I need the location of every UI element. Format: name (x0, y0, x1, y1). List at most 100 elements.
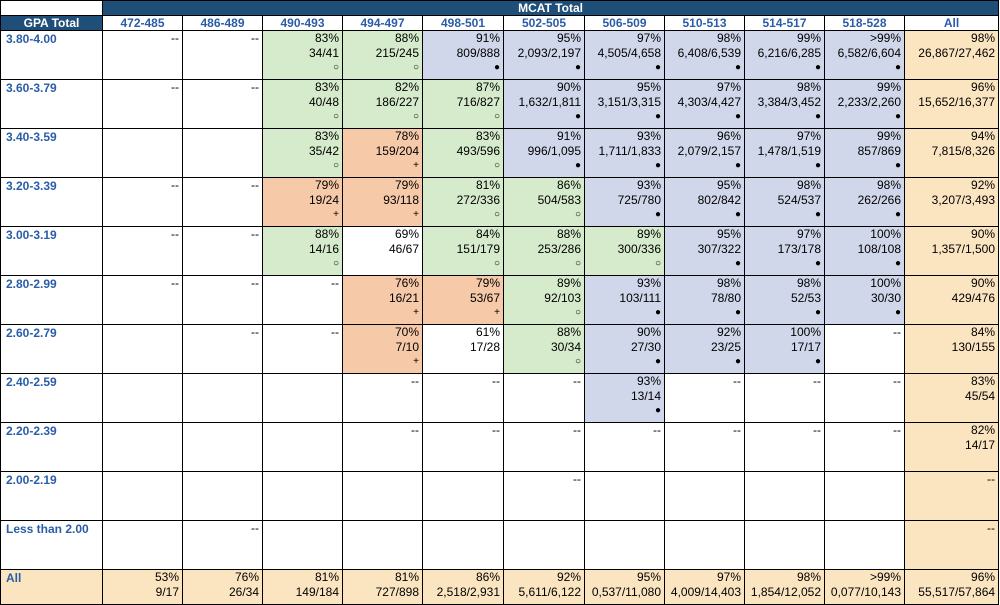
cell-percent: 96% (971, 80, 996, 95)
table-cell: -- (744, 373, 825, 423)
table-cell: -- (262, 324, 343, 374)
table-cell: 83% 45/54 (903, 373, 1000, 423)
circle-marker-icon: ○ (493, 111, 500, 122)
dot-marker-icon: ● (654, 405, 661, 416)
cell-percent: -- (893, 423, 901, 438)
cell-count: 30/34 (550, 340, 581, 354)
table-cell: -- (422, 422, 504, 472)
table-cell: 96% 2,079/2,157 ● (664, 128, 745, 178)
gpa-row-label: 2.00-2.19 (0, 471, 103, 521)
cell-count: 15,652/16,377 (918, 95, 996, 109)
cell-count: 1,632/1,811 (518, 95, 581, 109)
table-cell: 84% 130/155 (903, 324, 1000, 374)
cell-count: 300/336 (617, 242, 661, 256)
cell-count: 2,093/2,197 (517, 46, 581, 60)
cell-percent: 78% (394, 129, 419, 144)
cell-count: 2,079/2,157 (677, 144, 741, 158)
cell-count: 13/14 (630, 389, 661, 403)
table-cell: -- (102, 30, 183, 80)
table-cell: -- (102, 226, 183, 276)
cell-count: 429/476 (951, 291, 996, 305)
cell-count: 802/842 (697, 193, 741, 207)
dot-marker-icon: ● (814, 258, 821, 269)
mcat-column-header: All (903, 15, 1000, 31)
table-cell: -- (824, 422, 905, 472)
table-cell: 88% 30/34 ○ (503, 324, 585, 374)
table-cell: -- (342, 422, 423, 472)
cell-count: 996/1,095 (527, 144, 581, 158)
circle-marker-icon: ○ (332, 62, 339, 73)
plus-marker-icon: + (413, 209, 419, 220)
dot-marker-icon: ● (654, 160, 661, 171)
cell-percent: 93% (636, 178, 661, 193)
table-row: 3.00-3.19 -- -- 88% 14/16 ○ 69% 46/67 84% 151/179… (0, 226, 1000, 276)
table-cell (182, 373, 263, 423)
cell-count: 727/898 (375, 585, 419, 599)
circle-marker-icon: ○ (574, 356, 581, 367)
cell-percent: 88% (556, 325, 581, 340)
circle-marker-icon: ○ (574, 209, 581, 220)
table-cell: -- (503, 373, 585, 423)
cell-count: 159/204 (375, 144, 419, 158)
cell-count: 253/286 (537, 242, 581, 256)
table-cell: 99% 6,216/6,285 ● (744, 30, 825, 80)
table-row: Less than 2.00 -- -- (0, 520, 1000, 570)
cell-count: 3,384/3,452 (757, 95, 821, 109)
table-cell: 100% 17/17 ● (744, 324, 825, 374)
dot-marker-icon: ● (814, 160, 821, 171)
table-cell: -- (903, 471, 1000, 521)
dot-marker-icon: ● (654, 209, 661, 220)
table-cell: -- (744, 422, 825, 472)
circle-marker-icon: ○ (412, 111, 419, 122)
table-cell: 95% 3,151/3,315 ● (584, 79, 665, 129)
table-cell (102, 422, 183, 472)
cell-count: 5,611/6,122 (518, 585, 581, 599)
dot-marker-icon: ● (734, 62, 741, 73)
table-cell (824, 471, 905, 521)
dot-marker-icon: ● (894, 209, 901, 220)
cell-count: 92/103 (544, 291, 581, 305)
table-cell (182, 471, 263, 521)
plus-marker-icon: + (494, 307, 500, 318)
table-cell: 82% 186/227 ○ (342, 79, 423, 129)
gpa-row-label: 3.40-3.59 (0, 128, 103, 178)
cell-count: 45/54 (965, 389, 996, 403)
cell-percent: -- (492, 374, 500, 389)
table-cell: 99% 2,233/2,260 ● (824, 79, 905, 129)
table-cell: 100% 30/30 ● (824, 275, 905, 325)
cell-percent: 79% (314, 178, 339, 193)
cell-percent: -- (893, 374, 901, 389)
cell-percent: 91% (475, 31, 500, 46)
cell-count: 151/179 (456, 242, 500, 256)
gpa-row-label: 3.00-3.19 (0, 226, 103, 276)
cell-percent: 83% (971, 374, 996, 389)
table-cell: 98% 6,408/6,539 ● (664, 30, 745, 80)
table-cell: 97% 1,478/1,519 ● (744, 128, 825, 178)
cell-count: 1,711/1,833 (598, 144, 661, 158)
table-cell (824, 520, 905, 570)
dot-marker-icon: ● (654, 62, 661, 73)
table-cell (102, 324, 183, 374)
cell-count: 23/25 (710, 340, 741, 354)
cell-count: 3,151/3,315 (597, 95, 661, 109)
table-cell: -- (182, 324, 263, 374)
table-cell: -- (102, 275, 183, 325)
table-row: 2.80-2.99 -- -- -- 76% 16/21 +79% 53/67 +89% 92/1… (0, 275, 1000, 325)
cell-count: 504/583 (537, 193, 581, 207)
cell-percent: 69% (394, 227, 419, 242)
cell-count: 30/30 (870, 291, 901, 305)
cell-percent: 86% (475, 570, 500, 585)
table-row: 3.40-3.59 83% 35/42 ○ 78% 159/204 +83% 493/596 ○… (0, 128, 1000, 178)
cell-percent: 92% (716, 325, 741, 340)
table-cell: 79% 53/67 + (422, 275, 504, 325)
cell-percent: 97% (636, 31, 661, 46)
table-cell: 83% 40/48 ○ (262, 79, 343, 129)
circle-marker-icon: ○ (332, 258, 339, 269)
cell-count: 149/184 (295, 585, 339, 599)
cell-count: 1,854/12,052 (750, 585, 821, 599)
table-cell: 84% 151/179 ○ (422, 226, 504, 276)
cell-percent: 98% (796, 276, 821, 291)
circle-marker-icon: ○ (654, 258, 661, 269)
cell-percent: -- (411, 423, 419, 438)
table-cell: -- (503, 422, 585, 472)
